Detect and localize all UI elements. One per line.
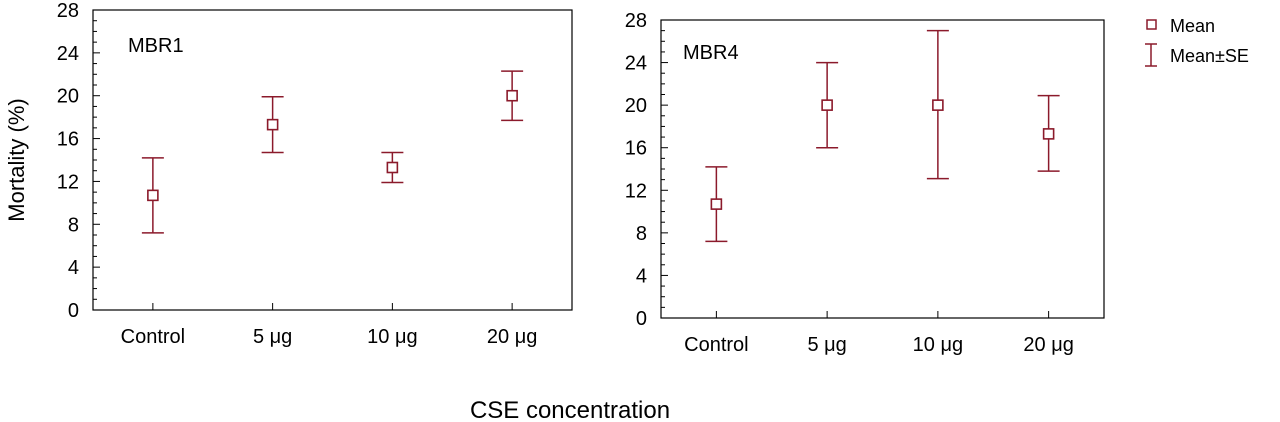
panel-mbr1: 0 4 8 12 16 20 24 28 Control 5 μg 10 μg 20 μg MBR1	[57, 0, 573, 348]
y-tick-label: 24	[625, 53, 647, 75]
plot-frame	[660, 19, 1105, 319]
panel-mbr4: 0 4 8 12 16 20 24 28 Control 5 μg 10 μg 20 μg MBR4	[625, 10, 1105, 356]
x-axis-title: CSE concentration	[470, 397, 670, 422]
y-tick-label: 20	[57, 86, 79, 108]
legend-se-label: Mean±SE	[1170, 46, 1249, 66]
x-tick-label: 20 μg	[487, 326, 537, 348]
x-tick-label: Control	[684, 334, 748, 356]
y-tick-label: 16	[625, 138, 647, 160]
panel-title: MBR4	[683, 42, 739, 64]
mean-point	[1042, 128, 1055, 140]
mean-point	[147, 189, 159, 202]
y-tick-label: 24	[57, 43, 79, 65]
mean-point	[266, 118, 279, 131]
mean-point	[821, 99, 833, 111]
y-tick-label: 4	[636, 265, 647, 287]
mean-point	[932, 99, 944, 111]
y-axis-title: Mortality (%)	[4, 98, 29, 221]
x-tick-label: Control	[121, 326, 185, 348]
legend-mean-marker	[1146, 19, 1157, 30]
x-tick-label: 10 μg	[913, 334, 963, 356]
y-tick-label: 28	[625, 10, 647, 32]
legend-se-marker	[1145, 43, 1157, 67]
y-tick-label: 12	[57, 171, 79, 193]
x-tick-label: 5 μg	[807, 334, 846, 356]
y-tick-label: 8	[68, 214, 79, 236]
y-tick-label: 20	[625, 95, 647, 117]
x-tick-label: 20 μg	[1023, 334, 1073, 356]
y-tick-label: 4	[68, 257, 79, 279]
y-tick-label: 28	[57, 0, 79, 22]
legend-mean-label: Mean	[1170, 16, 1215, 36]
mean-point	[506, 89, 518, 102]
y-tick-label: 8	[636, 223, 647, 245]
panel-title: MBR1	[128, 35, 184, 57]
y-tick-label: 12	[625, 180, 647, 202]
mean-point	[710, 198, 723, 210]
y-tick-label: 0	[68, 300, 79, 322]
y-tick-label: 16	[57, 129, 79, 151]
mean-point	[386, 161, 399, 174]
x-tick-label: 10 μg	[367, 326, 417, 348]
x-tick-label: 5 μg	[253, 326, 292, 348]
y-tick-label: 0	[636, 308, 647, 330]
legend: Mean Mean±SE	[1145, 16, 1249, 67]
